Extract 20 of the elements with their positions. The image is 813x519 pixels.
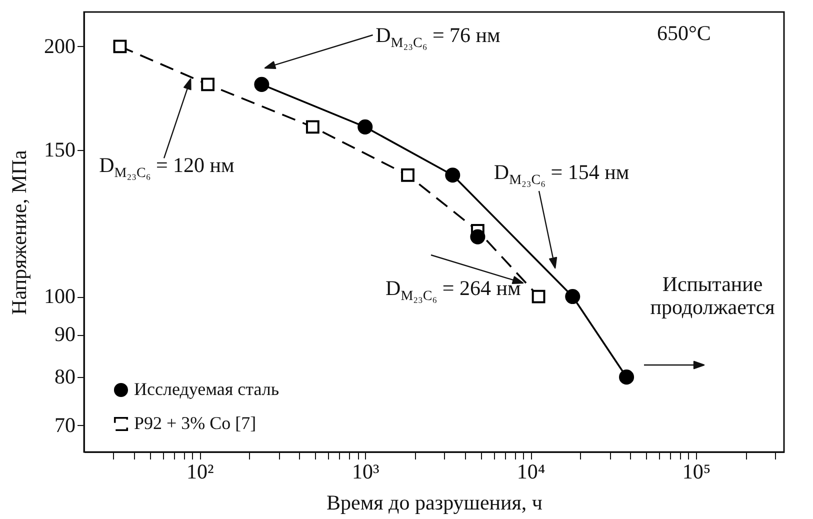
annotation: D$_{M₂₃C₆}$ = 76 нм <box>376 23 500 52</box>
annotation: D$_{M₂₃C₆}$ = 120 нм <box>99 153 234 182</box>
legend-label: Исследуемая сталь <box>134 379 280 399</box>
legend-label: P92 + 3% Co [7] <box>134 413 256 433</box>
annotation: D$_{M₂₃C₆}$ = 264 нм <box>386 276 521 304</box>
y-tick-label: 200 <box>44 34 76 58</box>
x-tick-label: 10⁴ <box>516 460 546 484</box>
x-axis-title: Время до разрушения, ч <box>326 490 543 514</box>
x-tick-label: 10² <box>186 460 214 484</box>
y-tick-label: 150 <box>44 138 76 162</box>
y-tick-label: 70 <box>54 412 76 437</box>
x-tick-label: 10⁵ <box>682 460 711 484</box>
annotation: D$_{M₂₃C₆}$ = 154 нм <box>494 160 630 188</box>
y-tick-label: 100 <box>44 284 76 308</box>
y-tick-label: 80 <box>54 364 76 389</box>
y-tick-label: 90 <box>54 322 76 346</box>
y-axis-title: Напряжение, МПа <box>7 150 31 315</box>
annotation: 650°C <box>657 21 711 46</box>
x-tick-label: 10³ <box>352 460 380 484</box>
annotation: Испытание продолжается <box>649 272 776 320</box>
